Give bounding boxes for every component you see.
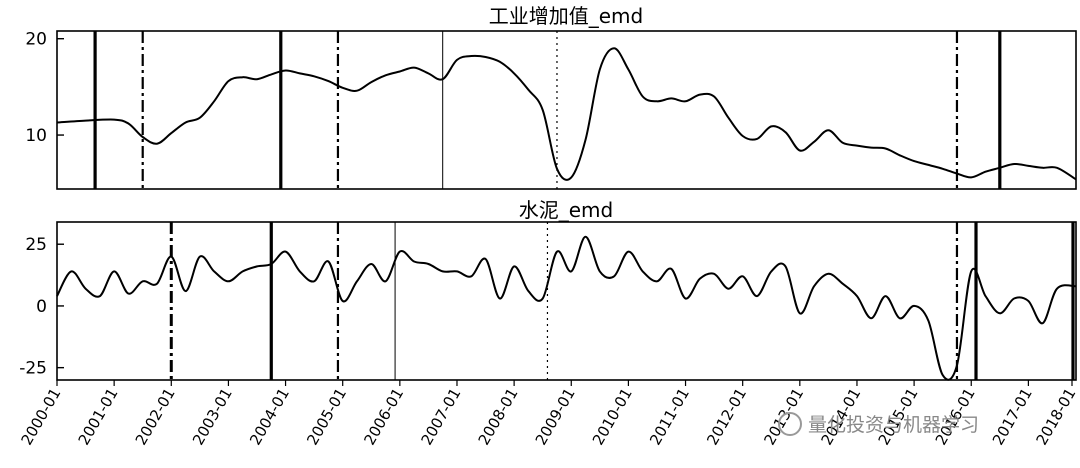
x-tick-label: 2010-01 <box>589 385 636 448</box>
x-tick-label: 2005-01 <box>303 385 350 448</box>
y-tick-label: 10 <box>25 126 47 146</box>
panel-2-series-line <box>56 235 1077 381</box>
panel-industrial: 工业增加值_emd 10 20 <box>25 4 1077 190</box>
x-tick-label: 2006-01 <box>360 385 407 448</box>
panel-1-frame <box>56 30 1077 190</box>
y-tick-label: 25 <box>25 235 47 255</box>
panel-1-y-axis: 10 20 <box>25 30 64 146</box>
panel-1-title: 工业增加值_emd <box>489 4 643 28</box>
panel-2-markers <box>169 222 1075 380</box>
wechat-icon <box>778 412 802 436</box>
x-tick-label: 2009-01 <box>532 385 579 448</box>
x-tick-label: 2002-01 <box>132 385 179 448</box>
y-tick-label: -25 <box>19 359 47 379</box>
x-tick-label: 2017-01 <box>989 385 1036 448</box>
x-tick-label: 2003-01 <box>189 385 236 448</box>
y-tick-label: 20 <box>25 30 47 50</box>
x-tick-label: 2007-01 <box>418 385 465 448</box>
watermark: 量化投资与机器学习 <box>778 412 979 436</box>
panel-2-frame <box>56 221 1077 381</box>
x-tick-label: 2008-01 <box>475 385 522 448</box>
x-tick-label: 2001-01 <box>75 385 122 448</box>
panel-2-y-axis: -25 0 25 <box>19 235 64 379</box>
panel-cement: 水泥_emd -25 0 25 <box>19 198 1077 381</box>
y-tick-label: 0 <box>36 297 47 317</box>
watermark-text: 量化投资与机器学习 <box>808 414 979 436</box>
panel-2-title: 水泥_emd <box>519 198 613 222</box>
x-tick-label: 2000-01 <box>18 385 65 448</box>
x-tick-label: 2004-01 <box>246 385 293 448</box>
x-tick-label: 2011-01 <box>646 385 693 448</box>
x-tick-label: 2013-01 <box>760 385 807 448</box>
panel-1-markers <box>93 31 1002 189</box>
x-tick-label: 2012-01 <box>703 385 750 448</box>
x-tick-label: 2018-01 <box>1033 385 1080 448</box>
panel-1-series-line <box>56 47 1077 181</box>
